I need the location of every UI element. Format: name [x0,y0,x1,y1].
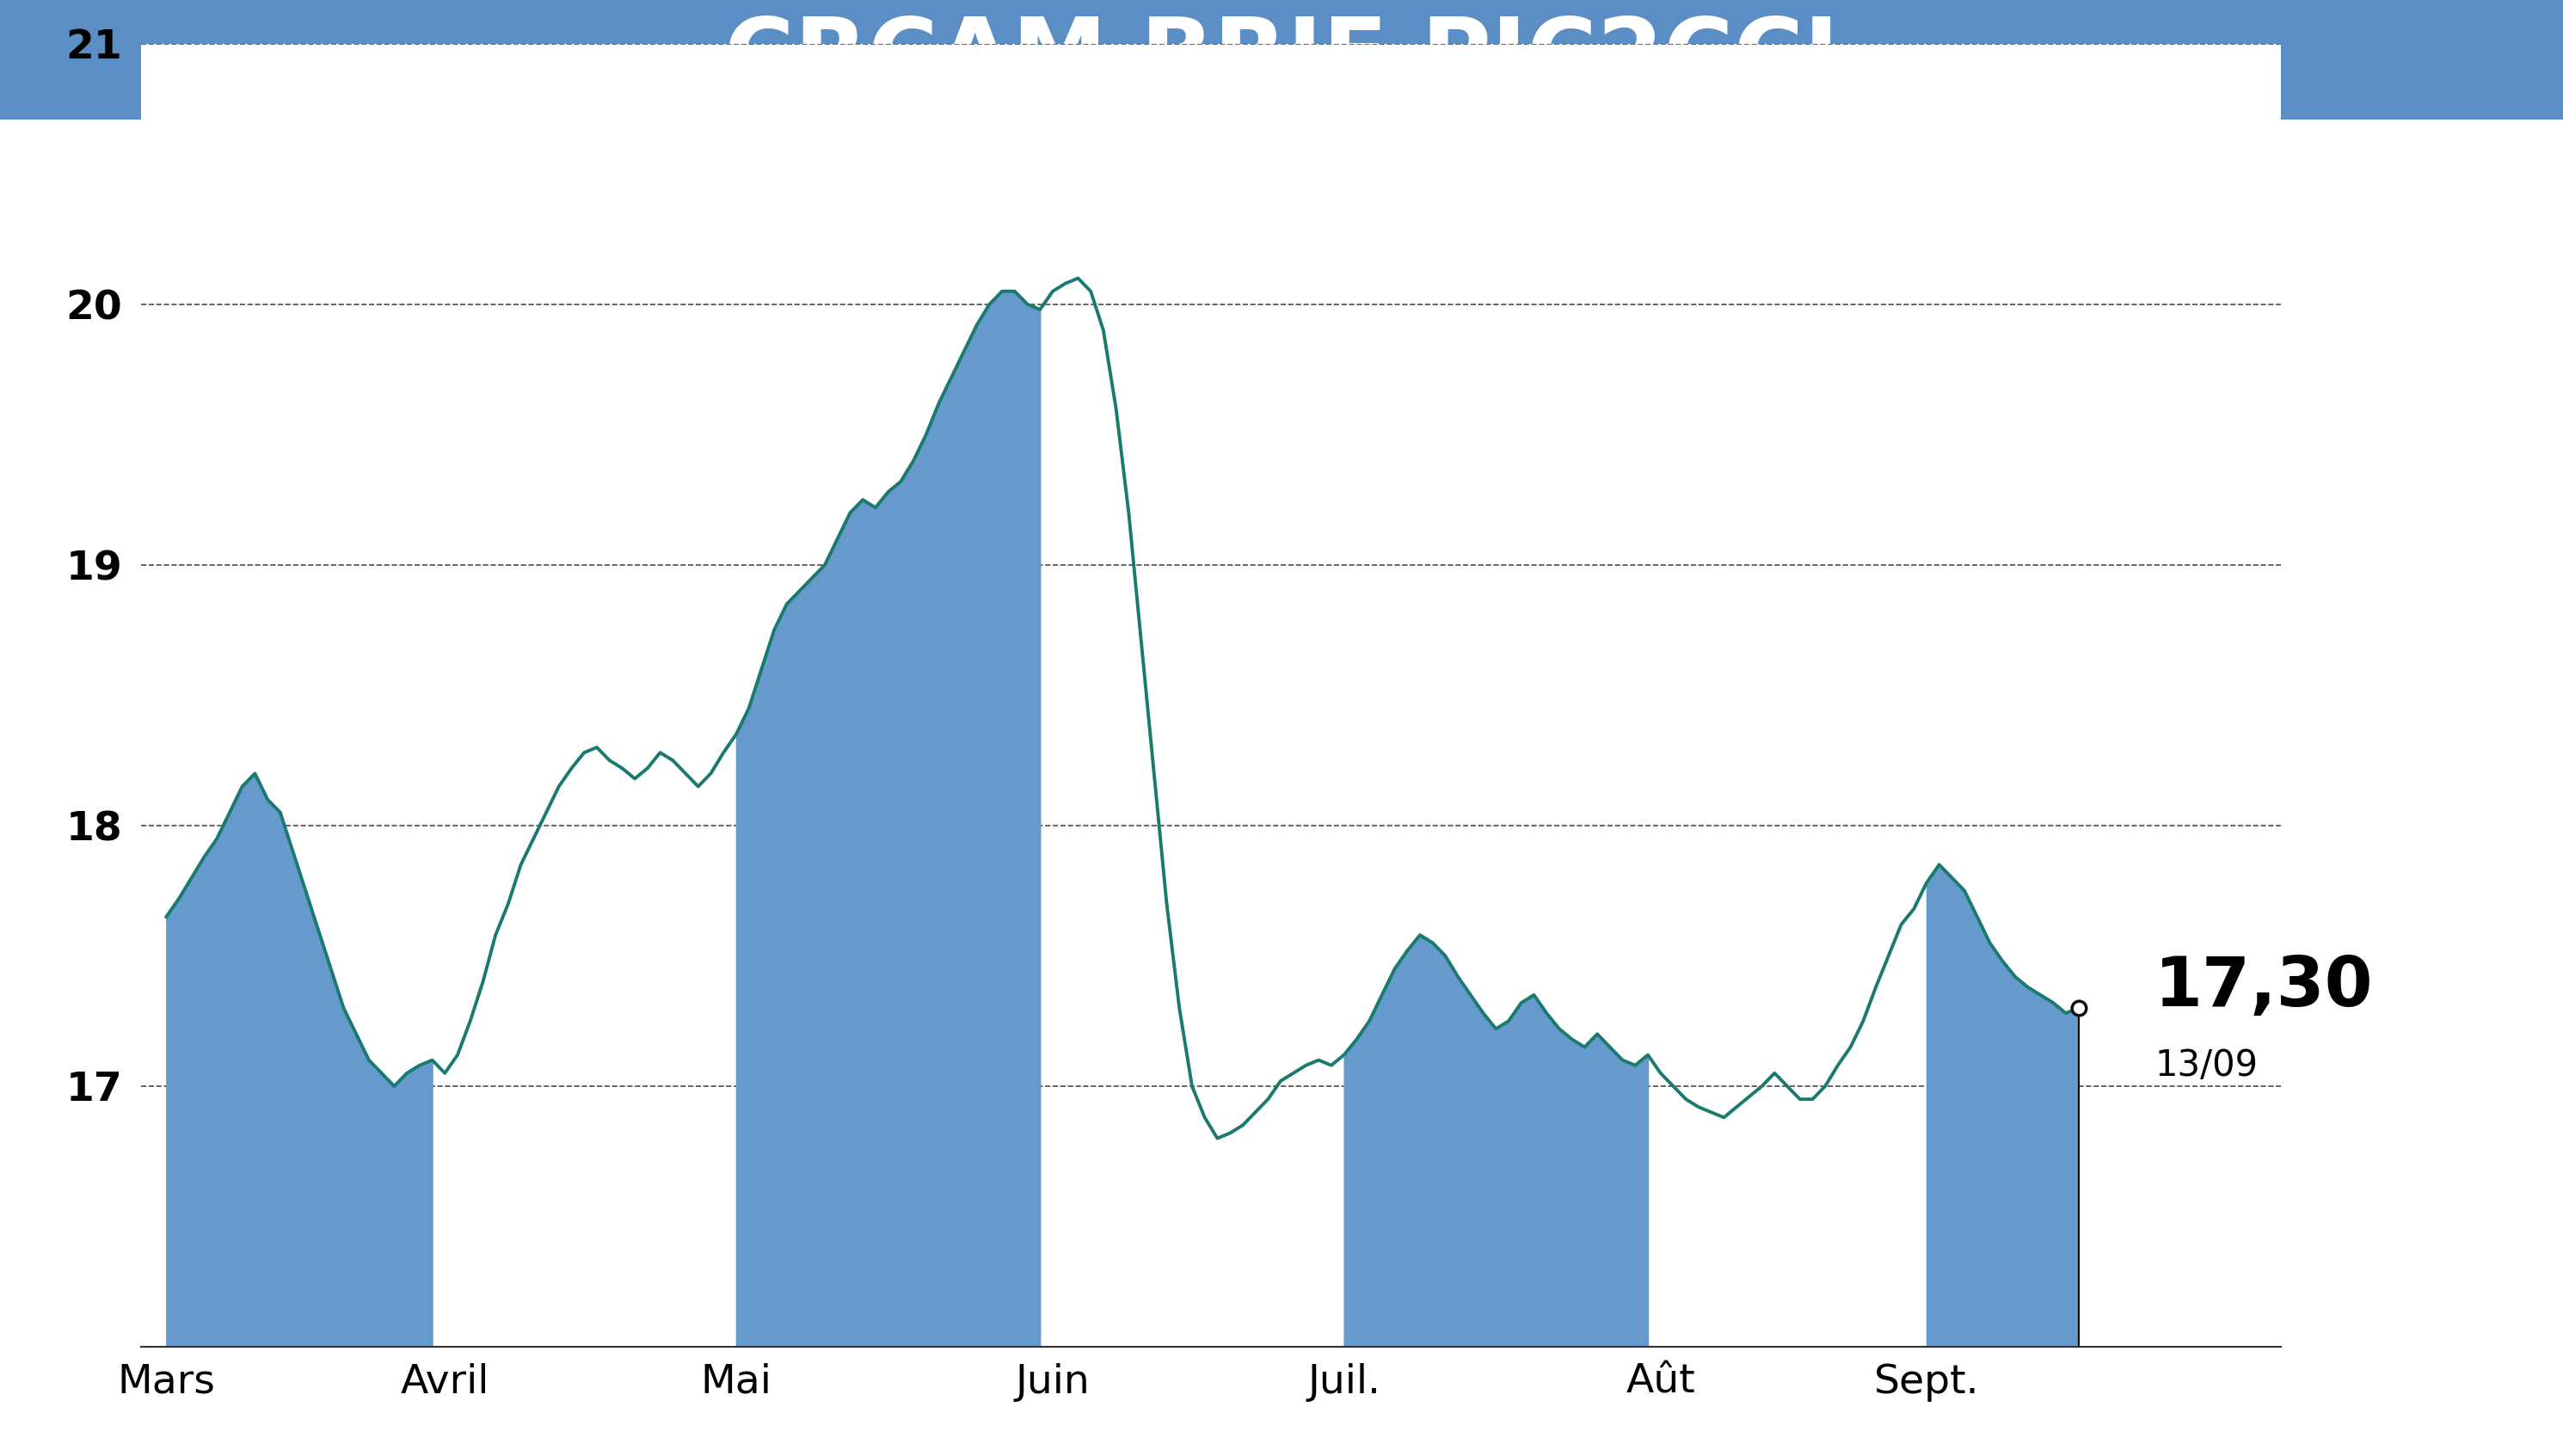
Text: 17,30: 17,30 [2155,954,2373,1021]
Text: CRCAM BRIE PIC2CCI: CRCAM BRIE PIC2CCI [723,13,1840,106]
Text: 13/09: 13/09 [2155,1047,2258,1083]
